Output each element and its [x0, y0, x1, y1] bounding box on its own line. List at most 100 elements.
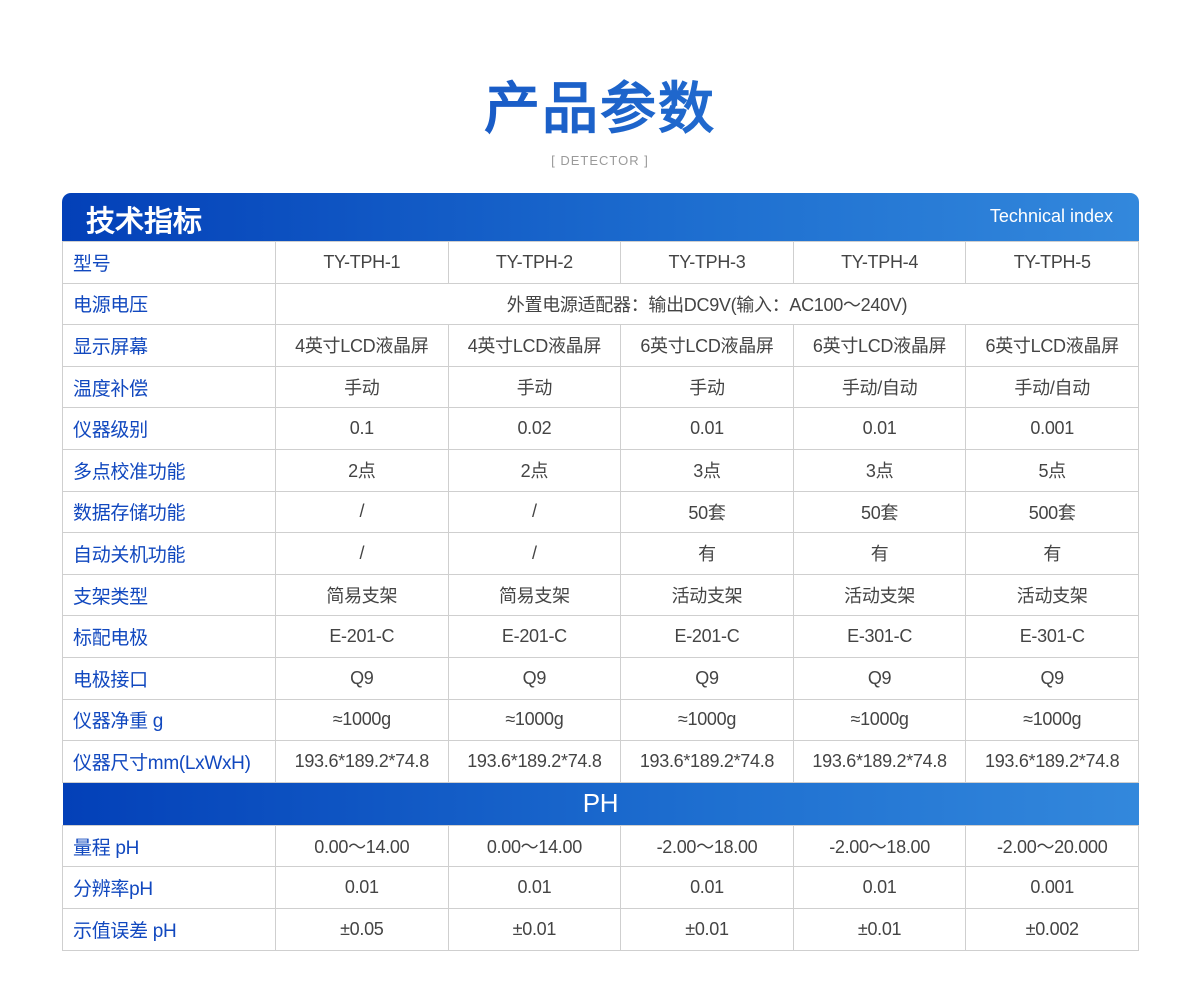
table-row: 量程 pH 0.00～14.00 0.00～14.00 -2.00～18.00 -2.0…: [62, 824, 1139, 868]
row-label: 支架类型: [62, 573, 276, 617]
table-row: 型号 TY-TPH-1 TY-TPH-2 TY-TPH-3 TY-TPH-4 TY-TPH…: [62, 241, 1139, 284]
table-row: 自动关机功能 / / 有有有: [62, 532, 1139, 575]
cell-value: 0.01: [620, 407, 794, 450]
cell-value: TY-TPH-2: [447, 241, 622, 284]
cell-value: 0.01: [792, 407, 967, 450]
cell-value: 简易支架: [275, 573, 449, 617]
cell-value: -2.00～20.000: [965, 824, 1139, 868]
cell-value: 0.02: [447, 407, 622, 450]
row-label: 自动关机功能: [62, 532, 276, 575]
cell-value: ≈1000g: [275, 698, 449, 742]
cell-value: 手动: [275, 365, 449, 409]
table-row: 电极接口 Q9 Q9 Q9 Q9 Q9: [62, 656, 1139, 700]
table-row: 显示屏幕 4英寸LCD液晶屏 4英寸LCD液晶屏 6英寸LCD液晶屏 6英寸LCD液晶屏…: [62, 324, 1139, 367]
cell-value: 外置电源适配器：输出DC9V(输入：AC100～240V): [275, 282, 1139, 326]
table-row: 数据存储功能 //50套 50套 500套: [62, 490, 1139, 534]
cell-value: 0.001: [965, 866, 1139, 909]
cell-value: 500套: [965, 490, 1139, 534]
cell-value: -2.00～18.00: [792, 824, 967, 868]
cell-value: 5点: [965, 448, 1139, 492]
row-label: 电极接口: [62, 656, 276, 700]
cell-value: /: [275, 490, 449, 534]
cell-value: 简易支架: [447, 573, 622, 617]
cell-value: Q9: [965, 656, 1139, 700]
cell-value: 手动: [447, 365, 622, 409]
cell-value: -2.00～18.00: [620, 824, 794, 868]
row-label: 示值误差 pH: [62, 907, 276, 951]
cell-value: ±0.002: [965, 907, 1139, 951]
cell-value: TY-TPH-5: [965, 241, 1139, 284]
cell-value: 有: [792, 532, 967, 575]
cell-value: TY-TPH-4: [792, 241, 967, 284]
cell-value: E-301-C: [965, 615, 1139, 658]
spec-table: 型号 TY-TPH-1 TY-TPH-2 TY-TPH-3 TY-TPH-4 TY-TPH…: [62, 241, 1139, 951]
row-label: 分辨率pH: [62, 866, 276, 909]
cell-value: 50套: [620, 490, 794, 534]
row-label: 标配电极: [62, 615, 276, 658]
table-row: 示值误差 pH ±0.05 ±0.01 ±0.01 ±0.01 ±0.002: [62, 907, 1139, 951]
table-row: 仪器净重 g ≈1000g ≈1000g ≈1000g ≈1000g ≈1000g: [62, 698, 1139, 742]
row-label: 量程 pH: [62, 824, 276, 868]
page-title: 产品参数: [0, 72, 1200, 146]
row-label: 型号: [62, 241, 276, 284]
cell-value: 6英寸LCD液晶屏: [792, 324, 967, 367]
cell-value: 3点: [792, 448, 967, 492]
cell-value: ≈1000g: [620, 698, 794, 742]
cell-value: E-201-C: [447, 615, 622, 658]
row-label: 数据存储功能: [62, 490, 276, 534]
cell-value: 有: [965, 532, 1139, 575]
row-label: 多点校准功能: [62, 448, 276, 492]
cell-value: 50套: [792, 490, 967, 534]
cell-value: 193.6*189.2*74.8: [965, 740, 1139, 783]
cell-value: 193.6*189.2*74.8: [447, 740, 622, 783]
cell-value: 3点: [620, 448, 794, 492]
table-row: 多点校准功能 2点 2点 3点 3点 5点: [62, 448, 1139, 492]
cell-value: 6英寸LCD液晶屏: [965, 324, 1139, 367]
cell-value: E-201-C: [275, 615, 449, 658]
cell-value: Q9: [620, 656, 794, 700]
cell-value: 0.1: [275, 407, 449, 450]
table-row: 仪器级别 0.1 0.02 0.01 0.01 0.001: [62, 407, 1139, 450]
cell-value: /: [275, 532, 449, 575]
table-row: 分辨率pH 0.01 0.01 0.01 0.01 0.001: [62, 866, 1139, 909]
cell-value: 4英寸LCD液晶屏: [275, 324, 449, 367]
cell-value: 193.6*189.2*74.8: [275, 740, 449, 783]
cell-value: 193.6*189.2*74.8: [620, 740, 794, 783]
cell-value: ±0.01: [447, 907, 622, 951]
spec-header-subtitle: Technical index: [989, 206, 1113, 226]
cell-value: /: [447, 490, 622, 534]
cell-value: 2点: [275, 448, 449, 492]
spec-header-bar: 技术指标 Technical index: [62, 193, 1139, 241]
cell-value: ≈1000g: [965, 698, 1139, 742]
cell-value: /: [447, 532, 622, 575]
cell-value: E-301-C: [792, 615, 967, 658]
row-label: 显示屏幕: [62, 324, 276, 367]
table-row: 仪器尺寸mm(LxWxH) 193.6*189.2*74.8 193.6*189.2…: [62, 740, 1139, 783]
cell-value: 0.01: [620, 866, 794, 909]
cell-value: TY-TPH-1: [275, 241, 449, 284]
cell-value: ±0.05: [275, 907, 449, 951]
cell-value: 0.01: [447, 866, 622, 909]
cell-value: 活动支架: [792, 573, 967, 617]
cell-value: TY-TPH-3: [620, 241, 794, 284]
table-row: 标配电极 E-201-C E-201-C E-201-C E-301-C E-301-C: [62, 615, 1139, 658]
cell-value: ≈1000g: [447, 698, 622, 742]
page-subtitle: [ DETECTOR ]: [551, 153, 649, 168]
cell-value: 0.01: [792, 866, 967, 909]
spec-header-title: 技术指标: [86, 204, 203, 238]
cell-value: 手动/自动: [792, 365, 967, 409]
section-row: PH: [62, 782, 1139, 826]
cell-value: 手动: [620, 365, 794, 409]
cell-value: ≈1000g: [792, 698, 967, 742]
table-row: 电源电压 外置电源适配器：输出DC9V(输入：AC100～240V): [62, 282, 1139, 326]
cell-value: 2点: [447, 448, 622, 492]
row-label: 仪器级别: [62, 407, 276, 450]
row-label: 温度补偿: [62, 365, 276, 409]
cell-value: Q9: [792, 656, 967, 700]
spec-table-container: 技术指标 Technical index 型号 TY-TPH-1 TY-TPH-2 T…: [62, 193, 1139, 951]
cell-value: E-201-C: [620, 615, 794, 658]
cell-value: 4英寸LCD液晶屏: [447, 324, 622, 367]
table-row: 支架类型 简易支架 简易支架 活动支架 活动支架 活动支架: [62, 573, 1139, 617]
cell-value: 0.001: [965, 407, 1139, 450]
row-label: 仪器尺寸mm(LxWxH): [62, 740, 276, 783]
